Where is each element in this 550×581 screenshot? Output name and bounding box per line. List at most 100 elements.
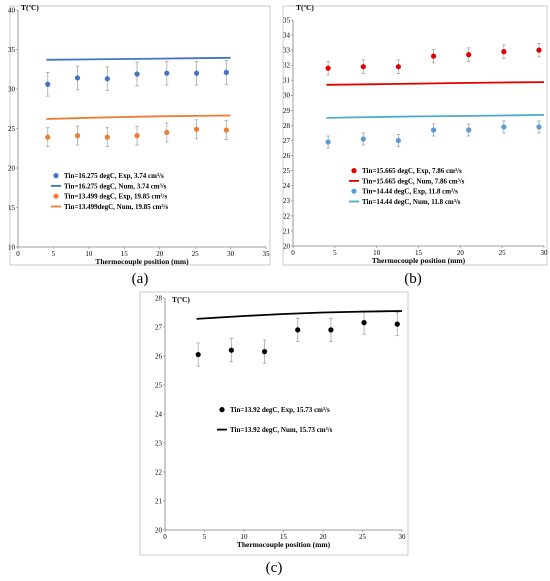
x-tick-label: 35 [263,250,271,258]
y-tick-label: 30 [283,92,291,100]
y-tick-label: 27 [155,323,163,331]
data-point [74,133,81,139]
y-tick-label: 35 [283,16,291,24]
data-point [193,70,200,76]
x-tick-label: 25 [499,249,507,257]
data-point [361,320,367,326]
panel-caption: (a) [132,271,149,287]
legend-marker-swatch [53,173,59,179]
y-tick-label: 15 [8,204,16,212]
y-tick-label: 24 [283,182,291,190]
y-tick-label: 25 [283,167,291,175]
x-tick-label: 5 [333,249,337,257]
chart-frame [139,291,409,556]
data-point [328,327,334,333]
data-point [395,64,402,70]
data-point [134,71,140,77]
legend-marker-swatch [53,193,59,199]
legend-marker-swatch [219,407,225,413]
x-tick-label: 20 [320,533,328,541]
x-tick-label: 10 [85,250,93,258]
series-line [196,310,403,320]
x-tick-label: 5 [203,533,207,541]
panel-caption: (c) [266,560,283,576]
y-tick-label: 26 [283,152,291,160]
x-tick-label: 5 [52,250,56,258]
y-tick-label: 22 [283,212,291,220]
data-point [195,351,201,358]
data-point [501,49,507,55]
data-point [501,124,507,130]
data-point [193,126,200,132]
data-point [104,134,110,140]
legend-marker-swatch [351,168,357,174]
y-tick-label: 28 [283,122,291,130]
y-tick-label: 35 [8,46,16,54]
y-tick-label: 27 [283,137,291,145]
chart-panel: 10 15 20 25 30 35 40 0 5 10 15 20 25 30 35 Thermocouple… [8,3,271,287]
series-line [326,81,545,86]
chart-frame [9,5,271,266]
data-point [536,124,542,130]
series-line [46,114,231,120]
x-tick-label: 15 [415,249,423,257]
y-tick-label: 34 [283,31,291,39]
x-tick-label: 20 [457,249,465,257]
y-tick-label: 23 [155,439,163,447]
data-point [395,137,402,144]
legend-label: Tin=16.275 degC, Num, 3.74 cm³/s [64,182,167,190]
panel-caption: (b) [404,271,422,287]
legend-label: Tin=14.44 degC, Exp, 11.8 cm³/s [362,188,458,196]
x-tick-label: 25 [192,250,200,258]
y-axis-label: T(ºC) [172,295,190,304]
y-tick-label: 20 [155,526,163,534]
data-point [45,81,51,87]
data-point [325,139,331,145]
data-point [466,127,472,133]
data-point [223,127,229,133]
y-tick-label: 10 [8,243,16,251]
legend-label: Tin=13.92 degC, Num, 15.73 cm³/s [230,426,333,434]
data-point [164,129,170,136]
data-point [295,327,301,333]
y-tick-label: 40 [8,6,16,14]
y-tick-label: 23 [283,197,291,205]
legend-label: Tin=13.499degC, Num, 19.85 cm³/s [64,203,168,211]
y-tick-label: 28 [155,294,163,302]
x-tick-label: 0 [291,249,295,257]
y-axis-label: T(ºC) [296,3,314,12]
data-point [74,75,81,81]
data-point [228,347,234,353]
data-point [223,69,229,76]
x-tick-label: 0 [163,533,167,541]
data-point [45,134,51,140]
data-point [394,321,400,327]
legend-label: Tin=13.92 degC, Exp, 15.73 cm³/s [230,406,330,414]
x-tick-label: 30 [399,533,407,541]
data-point [360,64,366,70]
data-point [536,47,542,53]
data-point [466,52,472,58]
legend-label: Tin=13.499 degC, Exp, 19.85 cm³/s [64,193,167,201]
y-tick-label: 22 [155,468,163,476]
legend-label: Tin=15.665 degC, Exp, 7.86 cm³/s [362,167,462,175]
series-line [46,56,231,61]
x-tick-label: 25 [359,533,367,541]
x-axis-label: Thermocouple position (mm) [237,540,331,549]
legend-label: Tin=14.44 degC, Num, 11.8 cm³/s [362,198,461,206]
x-tick-label: 30 [227,250,235,258]
x-tick-label: 15 [121,250,129,258]
x-tick-label: 15 [280,533,288,541]
y-tick-label: 31 [283,77,291,85]
legend-label: Tin=15.665 degC, Num, 7.86 cm³/s [362,177,465,185]
x-tick-label: 10 [241,533,249,541]
series-line [326,114,545,119]
chart-panel: 20 21 22 23 24 25 26 27 28 29 30 31 32 33 34 35 0 5 10 15 20… [282,3,548,287]
data-point [164,70,170,76]
y-tick-label: 20 [283,242,291,250]
y-tick-label: 20 [8,164,16,172]
data-point [134,133,140,139]
legend-label: Tin=16.275 degC, Exp, 3.74 cm³/s [64,172,164,180]
x-tick-label: 10 [373,249,381,257]
